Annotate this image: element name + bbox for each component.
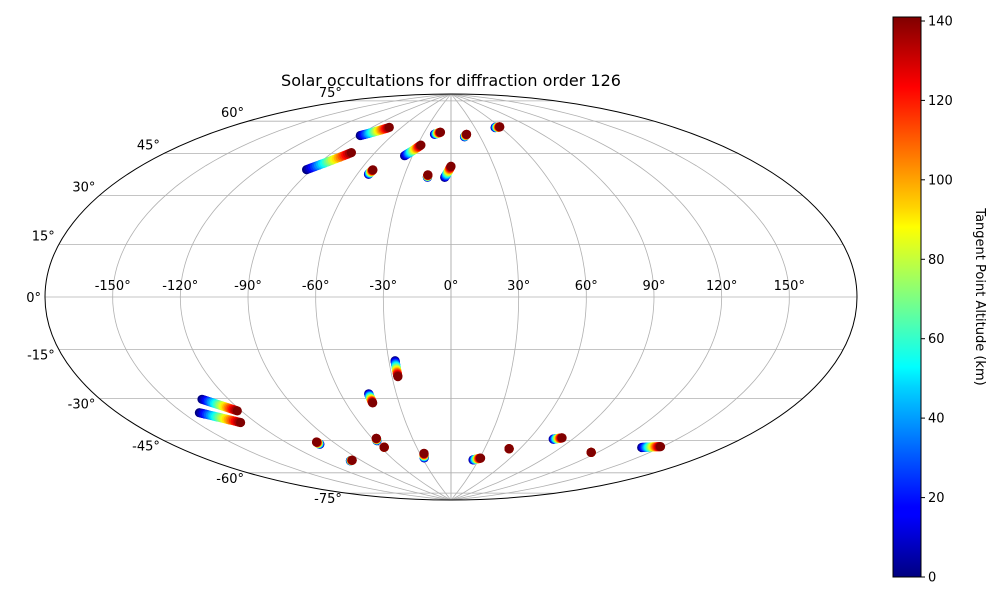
- colorbar: [892, 16, 922, 578]
- longitude-tick-label: -120°: [162, 279, 198, 294]
- occultation-point: [347, 455, 357, 465]
- longitude-tick-label: -90°: [234, 279, 262, 294]
- latitude-tick-label: -45°: [132, 440, 160, 455]
- latitude-tick-labels: 75° 60° 45° 30° 15° 0° -15° -30° -45° -60° -75°: [26, 86, 342, 507]
- occultation-point: [495, 122, 505, 132]
- longitude-tick-label: 30°: [507, 279, 530, 294]
- occultation-point: [462, 129, 472, 139]
- longitude-tick-label: 0°: [444, 279, 459, 294]
- colorbar-tick-label: 140: [928, 15, 953, 30]
- occultation-point: [655, 442, 666, 452]
- occultation-point: [504, 444, 514, 454]
- colorbar-tick-label: 120: [928, 94, 953, 109]
- latitude-tick-label: 45°: [137, 139, 160, 154]
- latitude-tick-label: -30°: [68, 398, 96, 413]
- colorbar-tick-label: 0: [928, 571, 936, 586]
- longitude-tick-label: 120°: [706, 279, 737, 294]
- occultation-point: [419, 448, 429, 458]
- occultation-point: [368, 398, 378, 408]
- latitude-tick-label: 15°: [32, 230, 55, 245]
- latitude-tick-label: 75°: [319, 86, 342, 101]
- occultation-points: [194, 122, 666, 466]
- occultation-point: [557, 433, 567, 443]
- occultation-point: [346, 148, 356, 158]
- occultation-point: [446, 161, 456, 171]
- occultation-point: [371, 433, 381, 443]
- map-outline: [44, 93, 858, 501]
- occultation-point: [423, 170, 433, 180]
- latitude-tick-label: 0°: [26, 291, 41, 306]
- colorbar-tick-label: 100: [928, 173, 953, 188]
- longitude-tick-label: -30°: [369, 279, 397, 294]
- occultation-point: [236, 417, 246, 428]
- chart-title: Solar occultations for diffraction order…: [281, 71, 621, 90]
- colorbar-tick-label: 40: [928, 412, 945, 427]
- occultation-point: [368, 165, 378, 175]
- longitude-tick-label: 150°: [774, 279, 805, 294]
- latitude-tick-label: 60°: [221, 106, 244, 121]
- longitude-tick-label: 90°: [642, 279, 665, 294]
- occultation-point: [416, 140, 426, 150]
- colorbar-tick-label: 60: [928, 332, 945, 347]
- colorbar-ticks: 0 20 40 60 80 100 120 140: [921, 15, 953, 586]
- latitude-tick-label: 30°: [72, 181, 95, 196]
- occultation-point: [476, 453, 486, 463]
- occultation-point: [435, 127, 446, 137]
- occultation-point: [384, 122, 394, 132]
- colorbar-label: Tangent Point Altitude (km): [972, 207, 987, 385]
- longitude-tick-label: -60°: [302, 279, 330, 294]
- occultation-point: [232, 406, 242, 416]
- occultation-point: [393, 372, 403, 382]
- colorbar-tick-label: 80: [928, 253, 945, 268]
- colorbar-tick-label: 20: [928, 491, 945, 506]
- longitude-tick-label: 60°: [575, 279, 598, 294]
- longitude-tick-label: -150°: [95, 279, 131, 294]
- occultation-point: [586, 447, 596, 457]
- latitude-tick-label: -15°: [27, 349, 55, 364]
- occultation-point: [379, 442, 389, 452]
- latitude-tick-label: -60°: [216, 472, 244, 487]
- longitude-tick-labels: -150° -120° -90° -60° -30° 0° 30° 60° 90° 120° 150…: [95, 279, 805, 294]
- occultation-point: [311, 437, 322, 447]
- latitude-tick-label: -75°: [314, 492, 342, 507]
